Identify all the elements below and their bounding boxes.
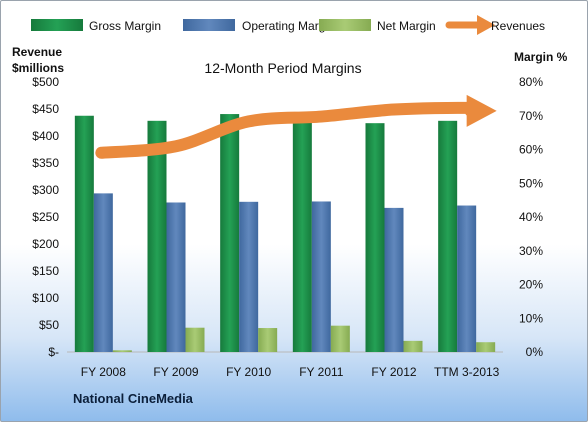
- right-tick-label: 40%: [519, 210, 543, 224]
- left-axis-title-line1: Revenue: [12, 45, 62, 59]
- right-tick-label: 70%: [519, 109, 543, 123]
- legend: Gross Margin Operating Margin Net Margin…: [31, 15, 545, 35]
- chart-title: 12-Month Period Margins: [204, 60, 361, 76]
- right-axis-title: Margin %: [514, 50, 568, 64]
- left-tick-label: $350: [32, 156, 59, 170]
- bar-operating-margin: [311, 201, 331, 352]
- bar-operating-margin: [239, 201, 259, 352]
- legend-swatch-gross: [31, 19, 83, 31]
- bar-net-margin: [403, 340, 423, 352]
- left-tick-label: $250: [32, 210, 59, 224]
- bar-operating-margin: [457, 205, 477, 352]
- x-tick-label: TTM 3-2013: [434, 365, 500, 379]
- bar-net-margin: [476, 342, 496, 352]
- x-tick-label: FY 2009: [153, 365, 198, 379]
- legend-swatch-net: [319, 19, 371, 31]
- bar-net-margin: [258, 328, 278, 352]
- bar-gross-margin: [292, 117, 312, 352]
- left-tick-label: $500: [32, 75, 59, 89]
- company-name: National CineMedia: [73, 391, 194, 406]
- left-tick-label: $150: [32, 264, 59, 278]
- left-tick-label: $200: [32, 237, 59, 251]
- right-tick-label: 0%: [526, 345, 544, 359]
- bar-gross-margin: [147, 120, 167, 352]
- chart-marks: $- $50 $100 $150 $200 $250 $300 $350 $400 $450 $50…: [32, 75, 543, 379]
- legend-label-operating: Operating Margin: [242, 19, 335, 33]
- bar-net-margin: [185, 327, 205, 352]
- right-tick-label: 20%: [519, 278, 543, 292]
- right-tick-label: 30%: [519, 244, 543, 258]
- right-tick-label: 50%: [519, 176, 543, 190]
- x-tick-label: FY 2010: [226, 365, 271, 379]
- left-tick-label: $400: [32, 129, 59, 143]
- left-tick-label: $100: [32, 291, 59, 305]
- left-tick-label: $-: [48, 345, 59, 359]
- legend-label-gross: Gross Margin: [89, 19, 161, 33]
- legend-label-revenue: Revenues: [491, 19, 545, 33]
- left-axis-title-line2: $millions: [12, 61, 64, 75]
- revenue-arrowhead: [466, 94, 497, 127]
- right-tick-label: 60%: [519, 143, 543, 157]
- bar-gross-margin: [365, 123, 385, 352]
- right-tick-label: 80%: [519, 75, 543, 89]
- legend-swatch-operating: [183, 19, 235, 31]
- bar-operating-margin: [384, 207, 404, 352]
- left-tick-label: $300: [32, 183, 59, 197]
- bar-operating-margin: [93, 193, 113, 352]
- x-tick-label: FY 2012: [371, 365, 416, 379]
- x-tick-label: FY 2011: [299, 365, 344, 379]
- bar-net-margin: [112, 350, 132, 352]
- bar-gross-margin: [438, 120, 458, 352]
- right-tick-label: 10%: [519, 311, 543, 325]
- x-tick-label: FY 2008: [81, 365, 126, 379]
- left-tick-label: $450: [32, 102, 59, 116]
- bar-gross-margin: [220, 114, 240, 352]
- legend-swatch-revenue: [445, 15, 495, 35]
- bar-gross-margin: [74, 115, 94, 352]
- bar-operating-margin: [166, 202, 186, 352]
- legend-label-net: Net Margin: [377, 19, 436, 33]
- left-tick-label: $50: [39, 318, 59, 332]
- revenue-line: [95, 101, 480, 159]
- bar-net-margin: [330, 325, 350, 352]
